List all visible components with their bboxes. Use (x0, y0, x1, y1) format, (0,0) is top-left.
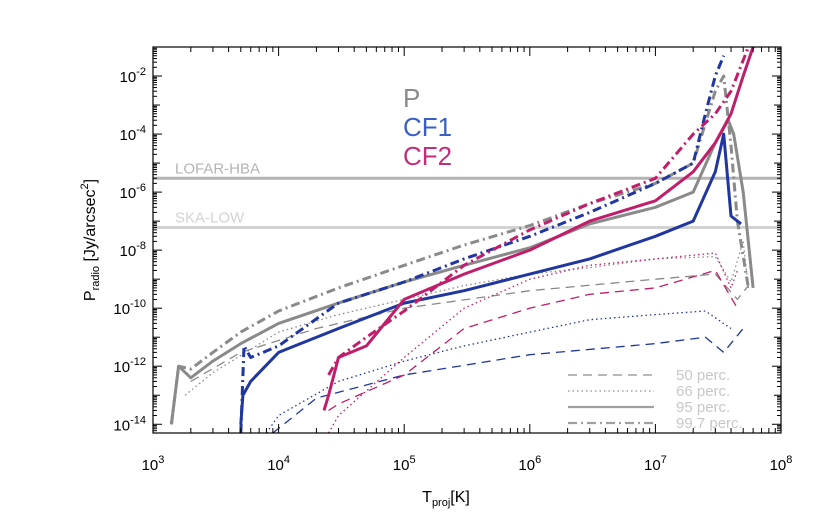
axis-ticks (152, 47, 781, 434)
legend-label: 99.7 perc. (676, 415, 743, 432)
reference-line-labels: LOFAR-HBA SKA-LOW (175, 160, 260, 226)
x-tick-label: 104 (267, 454, 290, 474)
y-axis-title-main: P (82, 290, 99, 301)
y-tick-label: 10-12 (113, 356, 146, 376)
name-label-cf2: CF2 (403, 141, 452, 171)
y-tick-label: 10-14 (113, 414, 146, 434)
series-p-99-7-perc- (169, 74, 750, 425)
plot-frame (152, 46, 782, 434)
x-axis-title: Tproj[K] (422, 489, 470, 509)
reference-lines (153, 176, 781, 230)
y-tick-label: 10-2 (120, 66, 146, 86)
y-axis-title-sup: 2 (79, 183, 91, 189)
series-cf1-50-perc- (272, 328, 744, 433)
tick-labels: 103 104 105 106 107 108 10-14 10-12 10-10 10-8 10-… (113, 66, 792, 474)
legend-label: 66 perc. (676, 383, 730, 400)
y-tick-label: 10-10 (113, 298, 146, 318)
y-axis-title-end: ] (82, 179, 99, 183)
y-axis-title-sub: radio (90, 266, 102, 290)
name-label-p: P (403, 83, 420, 113)
series-p-50-perc- (190, 273, 749, 382)
y-tick-label: 10-6 (120, 182, 146, 202)
name-label-cf1: CF1 (403, 112, 452, 142)
x-tick-label: 108 (770, 454, 793, 474)
series-cf1-95-perc- (239, 132, 742, 425)
series-p-95-perc- (169, 118, 755, 425)
y-axis-title: Pradio [Jy/arcsec2] (79, 179, 102, 301)
plot-area (153, 47, 781, 433)
hline-label-ska-low: SKA-LOW (175, 210, 245, 227)
series-layer (169, 47, 755, 433)
x-axis-title-rest: [K] (450, 489, 470, 506)
x-tick-label: 103 (142, 454, 165, 474)
y-axis-title-rest: [Jy/arcsec (82, 189, 99, 265)
y-tick-label: 10-8 (120, 240, 146, 260)
series-cf2-66-perc- (328, 252, 739, 433)
y-tick-label: 10-4 (120, 124, 146, 144)
legend-label: 50 perc. (676, 367, 730, 384)
legend-label: 95 perc. (676, 399, 730, 416)
x-tick-label: 106 (518, 454, 541, 474)
series-cf1-99-7-perc- (239, 55, 726, 433)
legend: 50 perc.66 perc.95 perc.99.7 perc. (568, 367, 743, 432)
series-cf2-99-7-perc- (327, 47, 750, 376)
x-tick-label: 107 (644, 454, 667, 474)
x-axis-title-main: T (422, 489, 432, 506)
x-tick-label: 105 (393, 454, 416, 474)
x-axis-title-sub: proj (432, 497, 450, 509)
hline-label-lofar-hba: LOFAR-HBA (175, 160, 260, 177)
series-p-66-perc- (184, 240, 750, 396)
series-cf2-50-perc- (328, 269, 738, 411)
